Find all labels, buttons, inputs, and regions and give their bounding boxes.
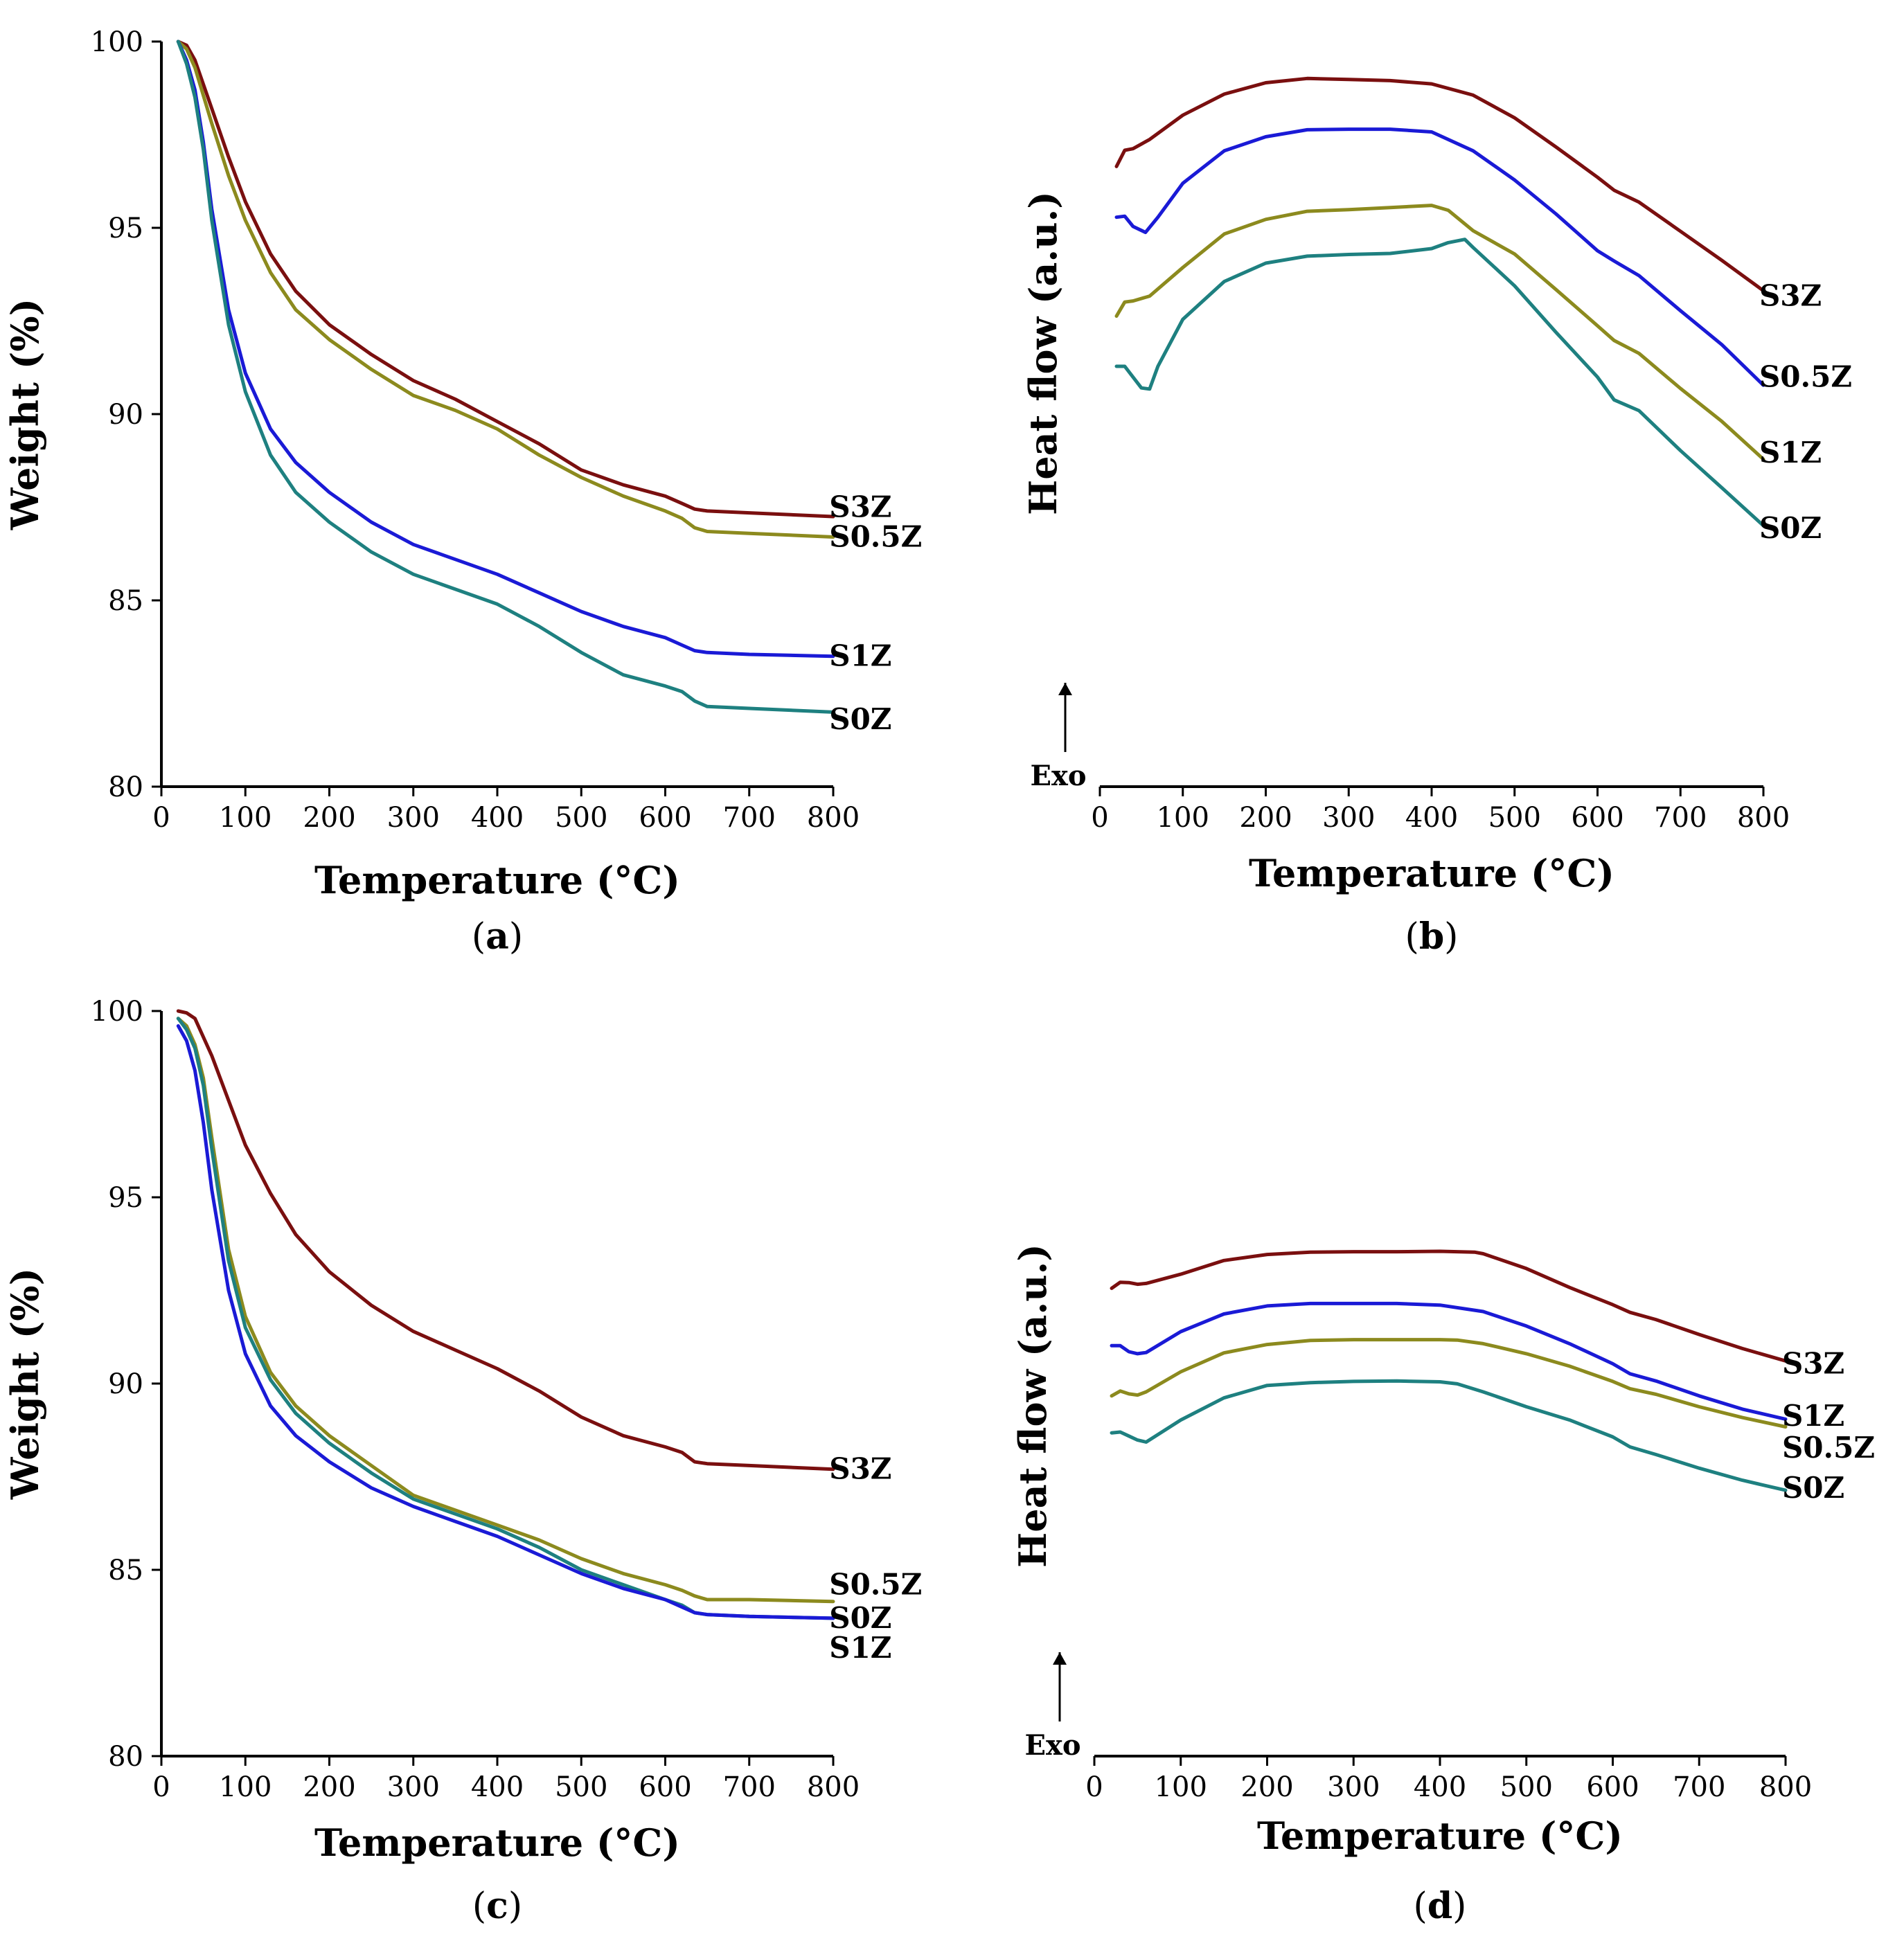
x-tick-label: 0 xyxy=(1085,1771,1103,1803)
series-line-S3Z xyxy=(1114,76,1765,293)
series-label-S3Z: S3Z xyxy=(829,1452,891,1486)
series-line-S1Z xyxy=(1110,1301,1788,1421)
y-tick-label: 95 xyxy=(108,213,143,244)
series-label-S3Z: S3Z xyxy=(829,490,891,524)
series-label-S0-5Z: S0.5Z xyxy=(1782,1431,1875,1465)
series-label-S0Z: S0Z xyxy=(1782,1471,1844,1505)
x-tick-label: 100 xyxy=(1155,1771,1207,1803)
series-label-S3Z: S3Z xyxy=(1759,279,1822,313)
panel-d: 0 100 200 300 400 500 600 700 800 Exo Temperature … xyxy=(1011,1244,1875,1927)
x-tick-label: 700 xyxy=(1654,802,1707,834)
y-tick-label: 80 xyxy=(108,1741,143,1773)
x-tick-label: 600 xyxy=(639,802,691,834)
y-tick-label: 85 xyxy=(108,1555,143,1586)
series-line-S0-5Z xyxy=(1114,127,1765,387)
x-tick-label: 700 xyxy=(1673,1771,1725,1803)
exo-label: Exo xyxy=(1024,1729,1080,1762)
y-tick-label: 90 xyxy=(108,399,143,431)
x-tick-label: 200 xyxy=(303,802,355,834)
y-axis-title: Weight (%) xyxy=(3,1268,47,1500)
x-tick-label: 500 xyxy=(1500,1771,1553,1803)
y-axis-title: Heat flow (a.u.) xyxy=(1011,1244,1055,1568)
x-tick-label: 400 xyxy=(471,802,524,834)
series-line-S0-5Z xyxy=(1110,1338,1788,1429)
exo-arrowhead-icon xyxy=(1053,1652,1067,1665)
x-tick-label: 300 xyxy=(1322,802,1375,834)
series-line-S0Z xyxy=(1114,238,1765,528)
panel-c: 0 100 200 300 400 500 600 700 800 80 85 90 95 100 Temp… xyxy=(3,996,922,1927)
x-tick-label: 800 xyxy=(1759,1771,1812,1803)
y-tick-label: 100 xyxy=(91,26,143,58)
x-tick-label: 700 xyxy=(723,802,776,834)
exo-label: Exo xyxy=(1030,760,1086,792)
y-tick-label: 90 xyxy=(108,1368,143,1400)
panel-caption: (a) xyxy=(472,915,523,958)
panel-b: 0 100 200 300 400 500 600 700 800 Exo Temperature … xyxy=(1021,76,1852,958)
series-label-S3Z: S3Z xyxy=(1782,1346,1844,1380)
y-tick-label: 100 xyxy=(91,996,143,1028)
x-tick-label: 600 xyxy=(639,1771,691,1803)
series-line-S1Z xyxy=(1114,204,1765,461)
x-tick-label: 100 xyxy=(219,802,272,834)
panel-caption: (d) xyxy=(1414,1885,1467,1927)
x-tick-label: 400 xyxy=(471,1771,524,1803)
series-line-S1Z xyxy=(176,39,835,659)
series-line-S3Z xyxy=(1110,1249,1788,1363)
series-line-S0Z xyxy=(176,39,835,714)
series-label-S1Z: S1Z xyxy=(829,639,891,673)
x-tick-label: 300 xyxy=(387,1771,440,1803)
series-label-S0Z: S0Z xyxy=(829,1601,891,1635)
y-tick-label: 85 xyxy=(108,585,143,617)
x-tick-label: 0 xyxy=(152,802,170,834)
panel-a: 0 100 200 300 400 500 600 700 800 80 85 90 95 100 Temp… xyxy=(3,26,922,958)
series-line-S3Z xyxy=(176,39,835,519)
series-label-S0Z: S0Z xyxy=(829,702,891,736)
x-tick-label: 100 xyxy=(219,1771,272,1803)
x-tick-label: 0 xyxy=(1091,802,1108,834)
y-axis-title: Weight (%) xyxy=(3,298,47,530)
series-label-S0-5Z: S0.5Z xyxy=(829,1568,922,1602)
x-tick-label: 300 xyxy=(387,802,440,834)
series-label-S1Z: S1Z xyxy=(1759,436,1822,469)
series-label-S0-5Z: S0.5Z xyxy=(829,520,922,554)
x-tick-label: 500 xyxy=(1488,802,1541,834)
series-line-S1Z xyxy=(176,1024,835,1620)
x-tick-label: 0 xyxy=(152,1771,170,1803)
x-tick-label: 400 xyxy=(1405,802,1458,834)
series-line-S0-5Z xyxy=(176,1017,835,1604)
x-axis-title: Temperature (°C) xyxy=(314,858,680,902)
series-line-S0-5Z xyxy=(176,39,835,539)
series-label-S1Z: S1Z xyxy=(829,1631,891,1665)
series-line-S0Z xyxy=(1110,1379,1788,1492)
y-tick-label: 95 xyxy=(108,1182,143,1214)
y-axis-title: Heat flow (a.u.) xyxy=(1021,191,1065,515)
x-tick-label: 200 xyxy=(1240,1771,1293,1803)
series-label-S1Z: S1Z xyxy=(1782,1399,1844,1433)
x-tick-label: 500 xyxy=(555,802,607,834)
x-tick-label: 700 xyxy=(723,1771,776,1803)
series-line-S3Z xyxy=(176,1009,835,1472)
x-tick-label: 600 xyxy=(1571,802,1623,834)
exo-arrowhead-icon xyxy=(1058,683,1072,695)
x-tick-label: 100 xyxy=(1157,802,1209,834)
series-label-S0-5Z: S0.5Z xyxy=(1759,360,1852,394)
x-tick-label: 300 xyxy=(1327,1771,1380,1803)
x-tick-label: 600 xyxy=(1586,1771,1639,1803)
x-tick-label: 200 xyxy=(303,1771,355,1803)
panel-caption: (b) xyxy=(1405,915,1459,958)
x-tick-label: 800 xyxy=(807,802,860,834)
x-axis-title: Temperature (°C) xyxy=(314,1821,680,1865)
x-axis-title: Temperature (°C) xyxy=(1249,851,1614,895)
x-tick-label: 500 xyxy=(555,1771,607,1803)
x-axis-title: Temperature (°C) xyxy=(1257,1814,1623,1858)
x-tick-label: 400 xyxy=(1414,1771,1466,1803)
x-tick-label: 800 xyxy=(807,1771,860,1803)
x-tick-label: 200 xyxy=(1239,802,1292,834)
y-tick-label: 80 xyxy=(108,771,143,803)
panel-caption: (c) xyxy=(472,1885,522,1927)
x-tick-label: 800 xyxy=(1737,802,1790,834)
series-label-S0Z: S0Z xyxy=(1759,511,1822,545)
